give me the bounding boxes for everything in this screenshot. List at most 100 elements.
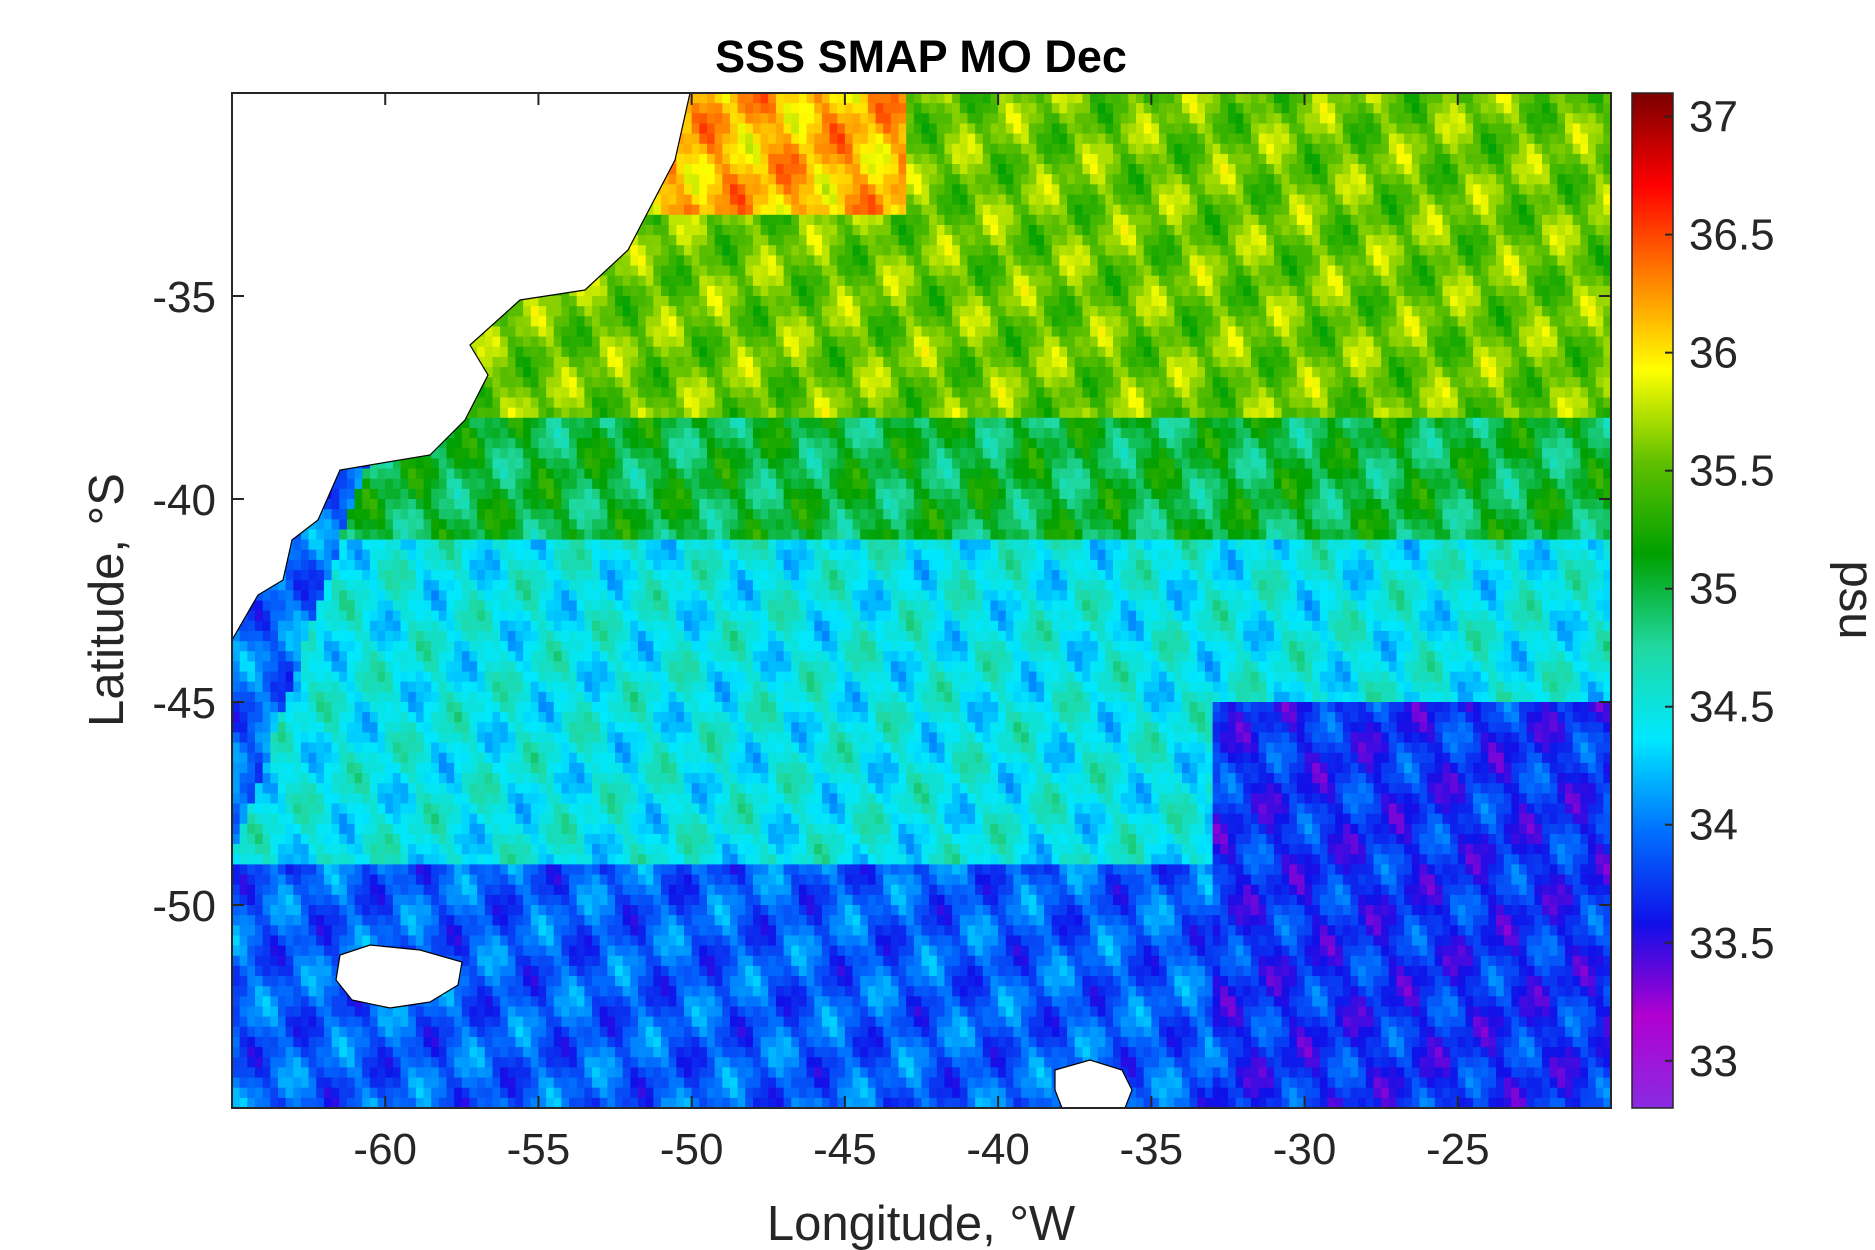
heatmap-cell: [1204, 153, 1214, 165]
heatmap-cell: [1067, 336, 1076, 348]
heatmap-cell: [1565, 184, 1574, 196]
heatmap-cell: [1457, 285, 1467, 297]
heatmap-cell: [1511, 285, 1520, 297]
heatmap-cell: [1212, 204, 1221, 216]
heatmap-cell: [1572, 184, 1581, 196]
heatmap-cell: [1181, 103, 1191, 114]
heatmap-cell: [990, 306, 999, 317]
heatmap-cell: [1136, 265, 1145, 277]
heatmap-cell: [1289, 356, 1298, 368]
heatmap-cell: [1572, 103, 1581, 114]
heatmap-cell: [791, 153, 800, 165]
heatmap-cell: [1059, 336, 1068, 348]
heatmap-cell: [1021, 346, 1030, 358]
heatmap-cell: [668, 194, 677, 206]
heatmap-cell: [1411, 93, 1421, 104]
heatmap-cell: [1158, 204, 1168, 216]
heatmap-cell: [1051, 224, 1060, 236]
heatmap-cell: [1128, 194, 1137, 206]
heatmap-cell: [622, 296, 631, 307]
heatmap-cell: [1534, 255, 1543, 267]
heatmap-cell: [1465, 336, 1474, 348]
heatmap-cell: [1450, 326, 1459, 338]
heatmap-cell: [1488, 275, 1497, 287]
heatmap-cell: [1005, 356, 1015, 368]
heatmap-cell: [592, 346, 601, 358]
heatmap-cell: [1044, 367, 1053, 378]
heatmap-cell: [1342, 346, 1352, 358]
heatmap-cell: [936, 93, 946, 104]
heatmap-cell: [844, 184, 854, 196]
heatmap-cell: [1113, 164, 1122, 175]
heatmap-cell: [1296, 153, 1306, 165]
heatmap-cell: [592, 356, 601, 368]
heatmap-cell: [1511, 113, 1520, 125]
heatmap-cell: [1580, 296, 1589, 307]
heatmap-cell: [1258, 123, 1267, 135]
heatmap-cell: [1197, 255, 1206, 267]
heatmap-cell: [844, 204, 854, 216]
heatmap-cell: [1312, 285, 1321, 297]
heatmap-cell: [1074, 275, 1083, 287]
heatmap-cell: [737, 133, 746, 145]
heatmap-cell: [760, 174, 769, 185]
heatmap-cell: [806, 285, 815, 297]
heatmap-cell: [1181, 174, 1191, 185]
heatmap-cell: [768, 367, 777, 378]
heatmap-cell: [906, 113, 915, 125]
heatmap-cell: [959, 367, 969, 378]
heatmap-cell: [1457, 316, 1467, 328]
heatmap-cell: [944, 164, 953, 175]
heatmap-cell: [1572, 316, 1581, 328]
heatmap-cell: [1212, 214, 1221, 226]
heatmap-cell: [852, 184, 861, 196]
heatmap-cell: [1358, 123, 1367, 135]
heatmap-cell: [1450, 123, 1459, 135]
heatmap-cell: [1488, 93, 1497, 104]
heatmap-cell: [1250, 367, 1260, 378]
heatmap-cell: [1480, 235, 1490, 246]
heatmap-cell: [1519, 356, 1528, 368]
heatmap-cell: [1557, 275, 1566, 287]
heatmap-cell: [1021, 103, 1030, 114]
heatmap-cell: [1005, 164, 1015, 175]
heatmap-cell: [1312, 123, 1321, 135]
heatmap-cell: [1212, 265, 1221, 277]
heatmap-cell: [561, 306, 570, 317]
heatmap-cell: [1005, 245, 1015, 256]
heatmap-cell: [1488, 174, 1497, 185]
heatmap-cell: [1036, 143, 1045, 155]
heatmap-cell: [546, 336, 555, 348]
heatmap-cell: [760, 306, 769, 317]
heatmap-cell: [699, 255, 708, 267]
heatmap-cell: [998, 174, 1007, 185]
heatmap-cell: [1588, 103, 1597, 114]
heatmap-cell: [952, 285, 961, 297]
heatmap-cell: [867, 224, 877, 236]
heatmap-cell: [1588, 306, 1597, 317]
heatmap-cell: [1381, 184, 1390, 196]
heatmap-cell: [752, 346, 762, 358]
heatmap-cell: [1427, 113, 1436, 125]
heatmap-cell: [1090, 224, 1099, 236]
heatmap-cell: [875, 184, 884, 196]
heatmap-cell: [1396, 224, 1405, 236]
heatmap-cell: [944, 367, 953, 378]
heatmap-cell: [1327, 194, 1336, 206]
heatmap-cell: [691, 306, 700, 317]
heatmap-cell: [1304, 214, 1313, 226]
heatmap-cell: [1128, 204, 1137, 216]
heatmap-cell: [1603, 174, 1611, 185]
heatmap-cell: [1258, 143, 1267, 155]
heatmap-cell: [1136, 356, 1145, 368]
heatmap-cell: [1235, 255, 1244, 267]
heatmap-cell: [1013, 143, 1022, 155]
heatmap-cell: [1511, 143, 1520, 155]
heatmap-cell: [676, 214, 685, 226]
heatmap-cell: [1565, 265, 1574, 277]
heatmap-cell: [1450, 296, 1459, 307]
heatmap-cell: [1113, 235, 1122, 246]
heatmap-cell: [653, 336, 662, 348]
heatmap-cell: [829, 235, 838, 246]
heatmap-cell: [1227, 285, 1237, 297]
